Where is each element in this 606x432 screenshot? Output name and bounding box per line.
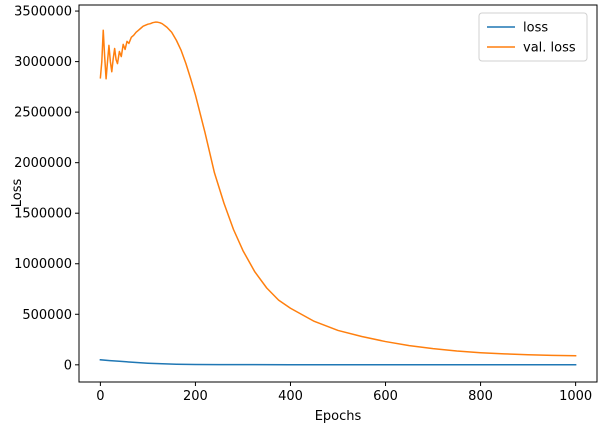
y-tick-label: 2500000 bbox=[14, 106, 72, 121]
series-line-val-loss bbox=[99, 21, 577, 357]
plot-frame bbox=[78, 4, 598, 383]
series-layer bbox=[99, 21, 577, 366]
y-tick-label: 3000000 bbox=[14, 55, 72, 70]
y-tick-label: 3500000 bbox=[14, 5, 72, 20]
x-tick-label: 0 bbox=[96, 389, 104, 404]
y-tick-label: 500000 bbox=[22, 308, 72, 323]
x-axis-label: Epochs bbox=[315, 409, 362, 424]
series-line-loss bbox=[99, 358, 577, 366]
x-tick-label: 800 bbox=[468, 389, 493, 404]
legend-box bbox=[478, 12, 588, 62]
y-axis-label: Loss bbox=[10, 179, 25, 208]
y-tick-label: 0 bbox=[64, 358, 72, 373]
y-tick-label: 1000000 bbox=[14, 257, 72, 272]
y-tick-label: 2000000 bbox=[14, 156, 72, 171]
legend-label: loss bbox=[523, 21, 548, 36]
y-axis-ticks: 0 500000 1000000 1500000 2000000 2500000 30000… bbox=[14, 5, 79, 373]
x-tick-label: 200 bbox=[183, 389, 208, 404]
x-tick-label: 1000 bbox=[559, 389, 592, 404]
x-tick-label: 400 bbox=[278, 389, 303, 404]
x-axis-ticks: 0 200 400 600 800 1000 bbox=[96, 382, 592, 404]
y-tick-label: 1500000 bbox=[14, 207, 72, 222]
legend: loss val. loss bbox=[478, 12, 588, 62]
x-tick-label: 600 bbox=[373, 389, 398, 404]
plot-area bbox=[79, 5, 597, 382]
legend-label: val. loss bbox=[523, 41, 576, 56]
